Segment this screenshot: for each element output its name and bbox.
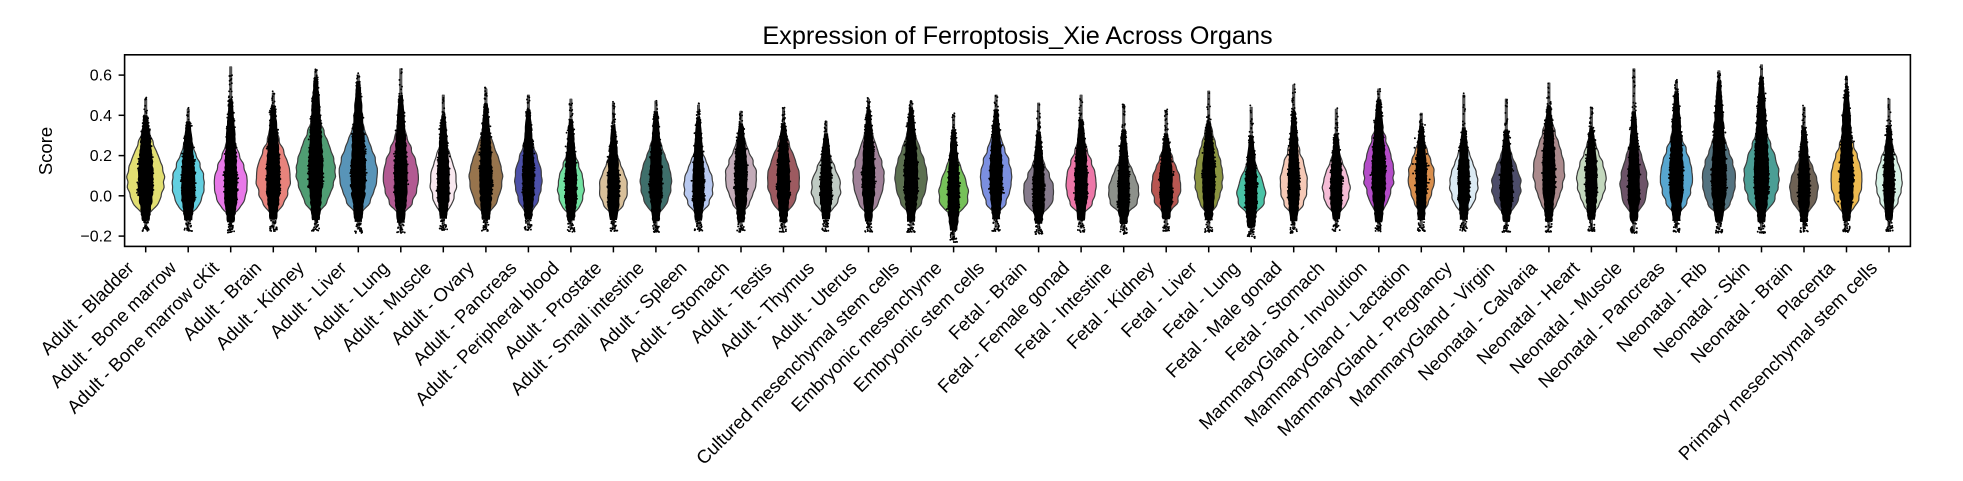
svg-text:0.4: 0.4 [90,108,112,125]
svg-text:Expression of Ferroptosis_Xie: Expression of Ferroptosis_Xie Across Org… [762,22,1272,50]
svg-text:0.6: 0.6 [90,68,112,85]
svg-text:0.0: 0.0 [90,188,112,205]
svg-text:−0.2: −0.2 [80,229,112,246]
svg-text:Score: Score [35,127,56,175]
svg-text:0.2: 0.2 [90,148,112,165]
